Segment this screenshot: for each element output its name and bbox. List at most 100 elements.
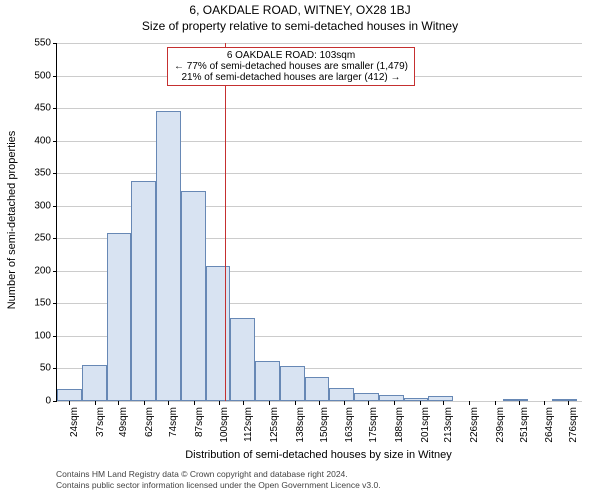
grid-line bbox=[57, 173, 582, 174]
ytick-mark bbox=[53, 368, 57, 369]
xtick-mark bbox=[420, 401, 421, 405]
ytick-label: 400 bbox=[34, 135, 51, 146]
copyright-notice: Contains HM Land Registry data © Crown c… bbox=[56, 469, 381, 491]
xtick-mark bbox=[394, 401, 395, 405]
xtick-label: 276sqm bbox=[568, 407, 579, 443]
xtick-label: 87sqm bbox=[194, 407, 205, 437]
ytick-label: 350 bbox=[34, 168, 51, 179]
histogram-bar bbox=[156, 111, 181, 401]
ytick-mark bbox=[53, 43, 57, 44]
xtick-label: 201sqm bbox=[420, 407, 431, 443]
reference-line bbox=[225, 43, 226, 401]
xtick-label: 100sqm bbox=[219, 407, 230, 443]
xtick-label: 138sqm bbox=[295, 407, 306, 443]
xtick-mark bbox=[168, 401, 169, 405]
xtick-label: 213sqm bbox=[443, 407, 454, 443]
histogram-bar bbox=[305, 377, 330, 401]
histogram-bar bbox=[503, 399, 528, 401]
xtick-label: 188sqm bbox=[394, 407, 405, 443]
histogram-bar bbox=[107, 233, 132, 401]
xtick-label: 251sqm bbox=[519, 407, 530, 443]
grid-line bbox=[57, 401, 582, 402]
annotation-line: 21% of semi-detached houses are larger (… bbox=[174, 72, 408, 83]
xtick-label: 49sqm bbox=[118, 407, 129, 437]
xtick-label: 239sqm bbox=[495, 407, 506, 443]
xtick-label: 112sqm bbox=[243, 407, 254, 442]
histogram-bar bbox=[181, 191, 206, 401]
xtick-mark bbox=[243, 401, 244, 405]
chart-container: 6, OAKDALE ROAD, WITNEY, OX28 1BJ Size o… bbox=[0, 3, 600, 503]
xtick-mark bbox=[269, 401, 270, 405]
annotation-box: 6 OAKDALE ROAD: 103sqm← 77% of semi-deta… bbox=[167, 47, 415, 86]
ytick-mark bbox=[53, 206, 57, 207]
histogram-bar bbox=[131, 181, 156, 401]
histogram-bar bbox=[329, 388, 354, 401]
xtick-mark bbox=[568, 401, 569, 405]
xtick-mark bbox=[95, 401, 96, 405]
xtick-mark bbox=[219, 401, 220, 405]
xtick-label: 24sqm bbox=[69, 407, 80, 437]
ytick-mark bbox=[53, 401, 57, 402]
ytick-label: 300 bbox=[34, 200, 51, 211]
ytick-mark bbox=[53, 238, 57, 239]
super-title: 6, OAKDALE ROAD, WITNEY, OX28 1BJ bbox=[0, 3, 600, 17]
annotation-line: 6 OAKDALE ROAD: 103sqm bbox=[174, 50, 408, 61]
xtick-mark bbox=[319, 401, 320, 405]
xtick-label: 226sqm bbox=[469, 407, 480, 443]
xtick-mark bbox=[469, 401, 470, 405]
xtick-label: 125sqm bbox=[269, 407, 280, 443]
x-axis-label: Distribution of semi-detached houses by … bbox=[169, 449, 469, 461]
ytick-mark bbox=[53, 336, 57, 337]
grid-line bbox=[57, 141, 582, 142]
histogram-bar bbox=[230, 318, 255, 401]
copyright-line-2: Contains public sector information licen… bbox=[56, 480, 381, 491]
xtick-mark bbox=[368, 401, 369, 405]
xtick-label: 264sqm bbox=[544, 407, 555, 443]
histogram-bar bbox=[206, 266, 231, 401]
xtick-mark bbox=[443, 401, 444, 405]
plot-area: 05010015020025030035040045050055024sqm37… bbox=[56, 43, 582, 402]
copyright-line-1: Contains HM Land Registry data © Crown c… bbox=[56, 469, 381, 480]
xtick-label: 62sqm bbox=[144, 407, 155, 437]
histogram-bar bbox=[57, 389, 82, 401]
ytick-mark bbox=[53, 271, 57, 272]
ytick-mark bbox=[53, 76, 57, 77]
xtick-mark bbox=[544, 401, 545, 405]
ytick-label: 50 bbox=[40, 363, 51, 374]
histogram-bar bbox=[404, 398, 429, 401]
xtick-label: 150sqm bbox=[319, 407, 330, 443]
ytick-label: 100 bbox=[34, 330, 51, 341]
xtick-label: 37sqm bbox=[95, 407, 106, 437]
xtick-mark bbox=[344, 401, 345, 405]
histogram-bar bbox=[428, 396, 453, 401]
xtick-label: 163sqm bbox=[344, 407, 355, 443]
xtick-label: 175sqm bbox=[368, 407, 379, 443]
ytick-label: 250 bbox=[34, 233, 51, 244]
ytick-label: 550 bbox=[34, 38, 51, 49]
xtick-mark bbox=[194, 401, 195, 405]
histogram-bar bbox=[552, 399, 577, 401]
histogram-bar bbox=[82, 365, 107, 401]
ytick-mark bbox=[53, 173, 57, 174]
ytick-label: 150 bbox=[34, 298, 51, 309]
ytick-label: 200 bbox=[34, 265, 51, 276]
ytick-mark bbox=[53, 303, 57, 304]
ytick-mark bbox=[53, 141, 57, 142]
annotation-line: ← 77% of semi-detached houses are smalle… bbox=[174, 61, 408, 72]
histogram-bar bbox=[255, 361, 280, 401]
ytick-mark bbox=[53, 108, 57, 109]
histogram-bar bbox=[379, 395, 404, 402]
ytick-label: 500 bbox=[34, 70, 51, 81]
chart-title: Size of property relative to semi-detach… bbox=[0, 19, 600, 33]
histogram-bar bbox=[354, 393, 379, 401]
ytick-label: 0 bbox=[45, 396, 51, 407]
xtick-mark bbox=[495, 401, 496, 405]
xtick-mark bbox=[519, 401, 520, 405]
xtick-mark bbox=[295, 401, 296, 405]
grid-line bbox=[57, 108, 582, 109]
histogram-bar bbox=[280, 366, 305, 401]
y-axis-label: Number of semi-detached properties bbox=[6, 120, 18, 320]
xtick-mark bbox=[144, 401, 145, 405]
xtick-label: 74sqm bbox=[168, 407, 179, 437]
ytick-label: 450 bbox=[34, 103, 51, 114]
